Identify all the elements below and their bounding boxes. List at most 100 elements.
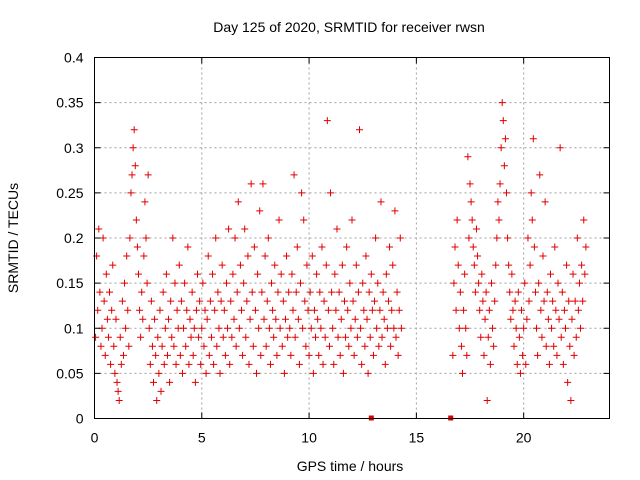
data-point: [359, 279, 367, 287]
data-point: [374, 279, 382, 287]
data-point: [234, 198, 242, 206]
data-point: [114, 387, 122, 395]
data-point: [449, 351, 457, 359]
data-point: [314, 315, 322, 323]
data-point: [526, 261, 534, 269]
x-tick-label: 5: [198, 430, 206, 446]
data-point: [188, 288, 196, 296]
data-point: [171, 279, 179, 287]
data-point: [253, 369, 261, 377]
data-point: [563, 261, 571, 269]
data-point: [110, 342, 118, 350]
data-point: [263, 297, 271, 305]
data-point: [375, 342, 383, 350]
data-point: [194, 270, 201, 278]
data-point: [163, 351, 171, 359]
data-point: [569, 270, 577, 278]
data-point: [158, 342, 166, 350]
data-point: [453, 216, 461, 224]
data-point: [109, 261, 117, 269]
data-point: [484, 333, 492, 341]
data-point: [159, 288, 167, 296]
data-point: [487, 279, 495, 287]
data-point: [524, 234, 532, 242]
data-point: [214, 288, 222, 296]
data-point: [541, 198, 549, 206]
y-tick-label: 0.1: [64, 320, 84, 336]
data-point: [274, 288, 282, 296]
data-point: [550, 342, 558, 350]
data-point: [556, 144, 564, 152]
data-point: [106, 288, 114, 296]
data-point: [307, 324, 315, 332]
data-point: [248, 288, 256, 296]
data-point: [119, 351, 127, 359]
data-point: [236, 261, 244, 269]
data-points: [92, 99, 590, 421]
data-point: [104, 333, 112, 341]
data-point: [290, 171, 298, 179]
data-point: [500, 162, 508, 170]
data-point: [552, 306, 560, 314]
data-point: [99, 234, 107, 242]
data-point: [489, 324, 497, 332]
data-point: [567, 396, 575, 404]
data-point: [362, 252, 370, 260]
data-point: [261, 252, 269, 260]
data-point: [289, 306, 297, 314]
data-point: [387, 342, 395, 350]
data-point: [258, 288, 266, 296]
data-point: [393, 288, 401, 296]
data-point: [157, 387, 165, 395]
data-point: [380, 315, 388, 323]
data-point: [301, 297, 309, 305]
data-point: [320, 297, 328, 305]
data-point: [286, 324, 294, 332]
data-point: [306, 288, 314, 296]
data-point: [220, 306, 228, 314]
data-point: [133, 243, 141, 251]
data-point: [101, 351, 109, 359]
data-point: [278, 342, 286, 350]
data-point: [275, 216, 283, 224]
data-point: [100, 297, 108, 305]
data-point: [283, 252, 291, 260]
data-point: [582, 243, 590, 251]
data-point: [200, 342, 208, 350]
data-point: [535, 279, 543, 287]
data-point: [237, 306, 245, 314]
data-point: [336, 351, 344, 359]
data-point: [394, 351, 402, 359]
data-point: [315, 351, 323, 359]
data-point: [566, 342, 574, 350]
data-point: [332, 306, 340, 314]
data-point: [125, 342, 133, 350]
data-point: [241, 225, 249, 233]
data-point: [131, 162, 139, 170]
data-point: [328, 288, 336, 296]
data-point: [494, 198, 502, 206]
data-point: [180, 324, 188, 332]
data-point: [156, 306, 164, 314]
data-point: [390, 324, 398, 332]
data-point: [508, 270, 516, 278]
y-tick-label: 0.4: [64, 50, 84, 66]
data-point: [469, 243, 477, 251]
data-point: [476, 306, 484, 314]
data-point: [503, 189, 510, 197]
data-point: [349, 297, 357, 305]
data-point: [270, 333, 278, 341]
data-point: [538, 333, 546, 341]
data-point: [122, 324, 130, 332]
data-point: [564, 378, 572, 386]
data-point: [232, 342, 240, 350]
data-point: [285, 288, 293, 296]
data-point: [530, 243, 538, 251]
data-point: [480, 351, 488, 359]
data-point: [455, 324, 463, 332]
data-point: [337, 315, 345, 323]
data-point: [377, 198, 385, 206]
data-point: [483, 396, 491, 404]
data-point: [468, 216, 476, 224]
